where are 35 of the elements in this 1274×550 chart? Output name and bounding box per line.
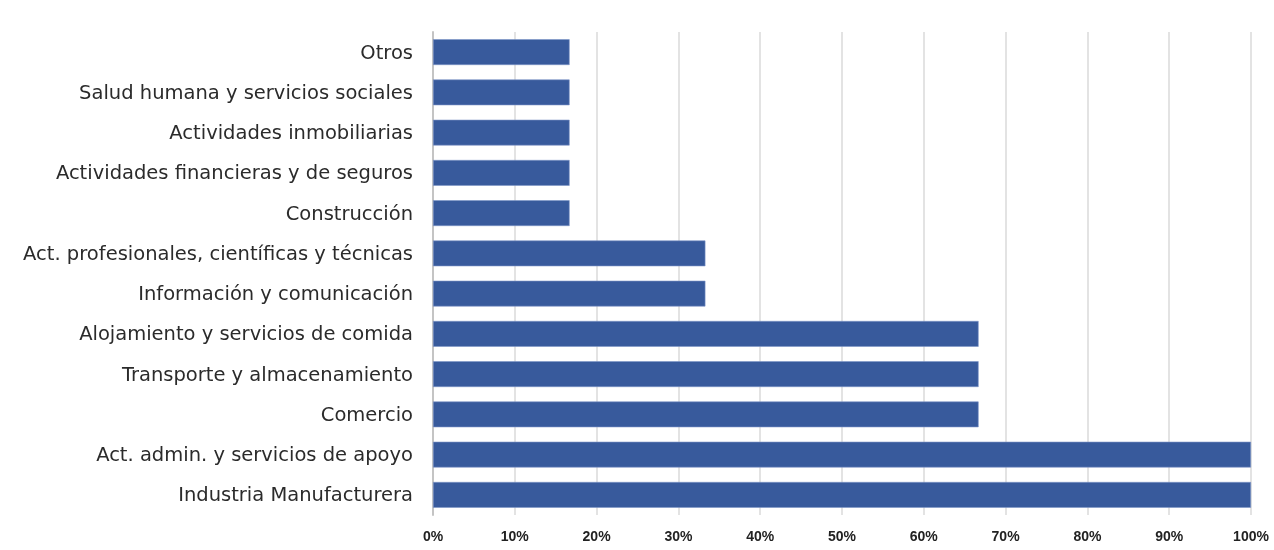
y-tick-label: Act. profesionales, científicas y técnicas bbox=[23, 241, 413, 265]
x-tick-label: 70% bbox=[991, 528, 1021, 544]
bar bbox=[433, 159, 570, 186]
y-tick-label: Información y comunicación bbox=[138, 282, 413, 306]
bar bbox=[433, 401, 979, 428]
bar bbox=[433, 280, 706, 307]
bar bbox=[433, 482, 1251, 508]
y-tick-label: Industria Manufacturera bbox=[178, 483, 413, 507]
y-tick-label: Alojamiento y servicios de comida bbox=[79, 322, 413, 346]
x-tick-label: 0% bbox=[422, 528, 444, 544]
bar bbox=[433, 321, 979, 347]
x-tick-label: 90% bbox=[1155, 528, 1184, 544]
y-tick-label: Actividades financieras y de seguros bbox=[55, 161, 413, 185]
x-tick-label: 50% bbox=[827, 528, 857, 544]
y-tick-label: Act. admin. y servicios de apoyo bbox=[96, 443, 413, 467]
y-tick-label: Construcción bbox=[285, 201, 413, 225]
x-tick-label: 10% bbox=[500, 528, 530, 544]
x-tick-label: 30% bbox=[664, 528, 693, 544]
x-tick-label: 40% bbox=[746, 528, 775, 544]
bar bbox=[433, 39, 570, 66]
y-tick-label: Actividades inmobiliarias bbox=[169, 121, 413, 145]
x-tick-label: 100% bbox=[1233, 528, 1270, 544]
y-tick-label: Salud humana y servicios sociales bbox=[79, 80, 413, 104]
bar bbox=[433, 441, 1251, 468]
bar bbox=[433, 240, 706, 267]
x-tick-label: 80% bbox=[1073, 528, 1102, 544]
bar bbox=[433, 79, 570, 106]
y-tick-label: Transporte y almacenamiento bbox=[120, 362, 413, 386]
bar bbox=[433, 361, 979, 388]
bar bbox=[433, 119, 570, 146]
y-tick-label: Otros bbox=[360, 40, 413, 64]
bar bbox=[433, 200, 570, 227]
x-tick-label: 60% bbox=[909, 528, 939, 544]
y-tick-label: Comercio bbox=[320, 402, 413, 426]
x-tick-label: 20% bbox=[582, 528, 612, 544]
